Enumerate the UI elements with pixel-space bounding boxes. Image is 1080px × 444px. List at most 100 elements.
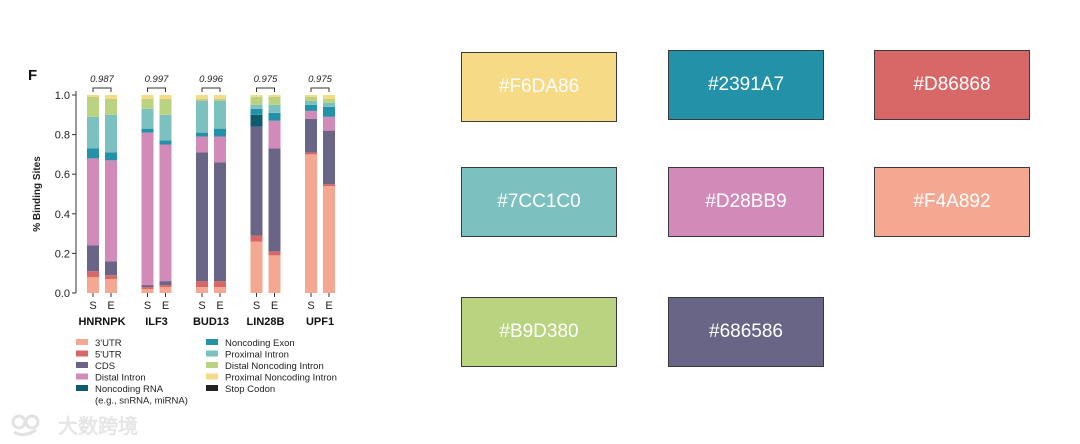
correlation-value: 0.975 — [308, 74, 332, 85]
bar-label: S — [89, 300, 96, 312]
bar-segment — [323, 130, 335, 185]
legend-swatch — [206, 350, 218, 357]
bar-segment — [105, 98, 117, 115]
color-swatch: #D86868 — [874, 50, 1030, 120]
group-label: HNRNPK — [78, 316, 125, 328]
bar-segment — [268, 104, 281, 113]
bar-label: S — [307, 300, 314, 312]
swatch-hex-label: #7CC1C0 — [497, 191, 581, 212]
y-tick-label: 0.6 — [55, 169, 70, 181]
bar-segment — [268, 120, 281, 149]
bar-segment — [196, 136, 208, 153]
legend-label: 3'UTR — [95, 338, 122, 349]
bar-segment — [141, 132, 154, 286]
y-tick-label: 0.8 — [55, 130, 70, 142]
legend-swatch — [76, 350, 88, 357]
bar-segment — [305, 104, 317, 111]
watermark: 大数跨境 — [10, 410, 138, 439]
bar-segment — [141, 108, 154, 129]
legend-swatch — [206, 362, 218, 368]
color-swatch: #F4A892 — [874, 167, 1030, 237]
bar-segment — [214, 128, 226, 137]
legend-label: Distal Noncoding Intron — [225, 361, 324, 372]
bar-segment — [214, 162, 226, 282]
bar-segment — [305, 96, 317, 101]
bar-segment — [268, 255, 281, 293]
bar-segment — [268, 112, 281, 121]
bar-segment — [159, 144, 172, 282]
bar-segment — [159, 95, 172, 99]
swatch-hex-label: #D28BB9 — [705, 191, 787, 212]
bar-segment — [323, 184, 335, 187]
bar-segment — [214, 98, 226, 101]
bar-segment — [87, 245, 99, 272]
legend-label: 5'UTR — [95, 350, 122, 361]
bar-segment — [305, 110, 317, 119]
bar-segment — [250, 114, 263, 127]
bar-segment — [141, 95, 154, 99]
color-swatch: #2391A7 — [668, 50, 824, 120]
color-swatch: #F6DA86 — [461, 52, 617, 122]
bar-segment — [323, 102, 335, 107]
bar-segment — [250, 104, 263, 109]
bar-segment — [323, 98, 335, 103]
bar-segment — [250, 108, 263, 115]
bar-segment — [323, 116, 335, 131]
bar-segment — [105, 261, 117, 276]
bar-segment — [87, 277, 99, 293]
y-axis-label: % Binding Sites — [32, 156, 43, 232]
bar-segment — [159, 281, 172, 286]
group-label: LIN28B — [247, 316, 285, 328]
correlation-bracket — [256, 87, 275, 92]
legend-swatch — [76, 362, 88, 368]
bar-segment — [105, 275, 117, 280]
group-label: ILF3 — [145, 316, 168, 328]
bar-label: S — [253, 300, 260, 312]
correlation-value: 0.997 — [145, 74, 169, 85]
legend-label: Proximal Intron — [225, 350, 289, 361]
bar-segment — [105, 160, 117, 262]
bar-segment — [159, 285, 172, 288]
legend-label: Stop Codon — [225, 384, 275, 395]
legend-label: Noncoding RNA — [95, 384, 164, 395]
bar-label: E — [325, 300, 332, 312]
bar-segment — [250, 96, 263, 105]
bar-label: E — [107, 300, 114, 312]
bar-segment — [159, 98, 172, 115]
color-swatch: #D28BB9 — [668, 167, 824, 237]
legend-swatch — [206, 385, 218, 391]
correlation-bracket — [92, 87, 112, 92]
bar-segment — [159, 287, 172, 293]
correlation-value: 0.996 — [199, 74, 223, 85]
correlation-value: 0.987 — [90, 74, 114, 85]
bar-segment — [159, 114, 172, 141]
bar-segment — [214, 100, 226, 129]
bar-segment — [323, 95, 335, 99]
bar-segment — [105, 95, 117, 99]
bar-segment — [196, 95, 208, 99]
bar-label: S — [144, 300, 151, 312]
swatch-hex-label: #D86868 — [913, 74, 991, 95]
bar-segment — [196, 281, 208, 288]
bar-segment — [268, 96, 281, 105]
color-swatch: #686586 — [668, 297, 824, 367]
bar-segment — [87, 96, 99, 117]
legend-sublabel: (e.g., snRNA, miRNA) — [95, 396, 188, 407]
legend-label: Noncoding Exon — [225, 338, 295, 349]
bar-segment — [105, 152, 117, 161]
legend-label: Proximal Noncoding Intron — [225, 373, 337, 384]
logo-icon — [11, 414, 40, 436]
swatch-hex-label: #B9D380 — [499, 321, 579, 342]
bar-segment — [214, 281, 226, 288]
bar-segment — [141, 287, 154, 290]
y-tick-label: 1.0 — [55, 90, 70, 102]
correlation-value: 0.975 — [254, 74, 278, 85]
correlation-bracket — [201, 87, 221, 92]
y-tick-label: 0.0 — [55, 288, 70, 300]
bar-segment — [141, 128, 154, 133]
legend-swatch — [206, 339, 218, 345]
bar-segment — [141, 98, 154, 109]
bar-segment — [87, 148, 99, 159]
bar-segment — [250, 235, 263, 242]
